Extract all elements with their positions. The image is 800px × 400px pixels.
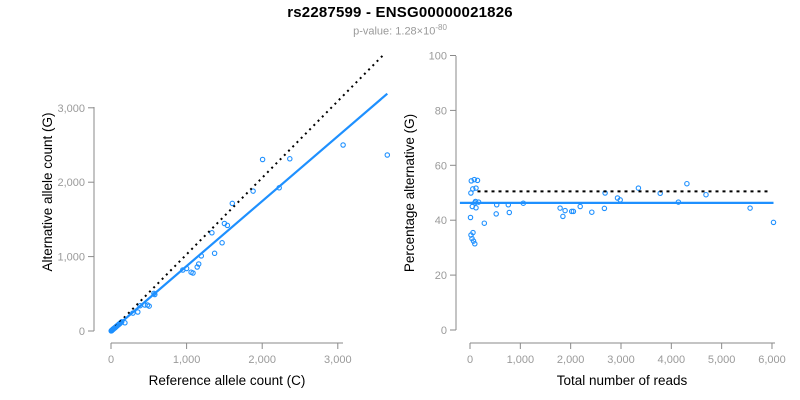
p-value-text: p-value: 1.28×10 [353, 25, 436, 38]
allele-counts-plot: 0 1,000 2,000 3,000 0 1,000 2,000 3,000 Referenc… [40, 54, 391, 388]
x-tick-label: 0 [108, 354, 114, 366]
data-point [472, 241, 478, 247]
data-point [635, 185, 642, 191]
x-tick-label: 0 [467, 354, 473, 366]
data-point [384, 152, 391, 158]
y-tick-label: 60 [435, 160, 447, 172]
data-point [562, 207, 568, 214]
data-point [468, 178, 475, 184]
x-tick-label: 2,000 [557, 354, 585, 366]
data-point [703, 191, 709, 198]
data-point [577, 203, 583, 210]
data-point [135, 309, 141, 315]
x-tick-label: 5,000 [708, 354, 736, 366]
data-point [195, 261, 202, 267]
data-point [219, 240, 225, 246]
data-point [470, 229, 476, 236]
y-tick-label: 100 [429, 51, 447, 63]
x-tick-label: 3,000 [324, 354, 352, 366]
y-tick-label: 40 [435, 215, 447, 227]
data-point [684, 180, 690, 187]
data-point [190, 270, 196, 276]
y-tick-label: 20 [435, 270, 447, 282]
data-point [473, 185, 479, 191]
y-axis-title: Alternative allele count (G) [40, 112, 55, 271]
data-point [570, 208, 577, 215]
data-point [481, 220, 488, 226]
data-point [473, 205, 479, 211]
regression-line [110, 92, 389, 332]
data-point [340, 142, 346, 148]
data-point [568, 208, 575, 215]
data-point [468, 190, 474, 196]
data-point [250, 188, 256, 194]
data-point [259, 156, 266, 163]
y-tick-label: 1,000 [57, 252, 85, 264]
data-point [146, 303, 152, 309]
y-tick-label: 0 [79, 326, 85, 338]
y-axis-title: Percentage alternative (G) [402, 114, 417, 272]
data-point [601, 205, 608, 212]
x-tick-label: 2,000 [248, 354, 276, 366]
data-point [470, 238, 477, 244]
x-tick-label: 3,000 [607, 354, 635, 366]
data-point [747, 205, 753, 211]
y-tick-label: 3,000 [57, 103, 85, 115]
x-tick-label: 1,000 [507, 354, 535, 366]
data-point [471, 176, 478, 183]
data-point [560, 213, 566, 220]
data-point [557, 205, 563, 211]
data-point [209, 230, 215, 236]
y-tick-label: 0 [441, 325, 447, 337]
data-point [493, 211, 499, 217]
x-tick-label: 6,000 [758, 354, 786, 366]
data-point [506, 209, 513, 216]
data-point [467, 214, 474, 221]
figure-title: rs2287599 - ENSG00000021826 [287, 4, 513, 21]
data-point [122, 320, 128, 326]
identity-line [114, 54, 384, 328]
data-point [229, 200, 236, 207]
data-point [474, 177, 481, 184]
data-point [211, 250, 218, 257]
x-axis-title: Total number of reads [557, 373, 688, 388]
x-tick-label: 4,000 [658, 354, 686, 366]
percentage-alternative-plot: 0 20 40 60 80 100 0 1,000 2,000 3,000 4,000 5,000 6,… [402, 51, 786, 389]
x-axis-title: Reference allele count (C) [149, 373, 306, 388]
data-point [224, 222, 231, 229]
data-point [287, 156, 293, 162]
p-value-exponent: -80 [435, 23, 447, 32]
data-point [194, 264, 200, 270]
y-tick-label: 2,000 [57, 177, 85, 189]
y-tick-label: 80 [435, 105, 447, 117]
p-value-subtitle: p-value: 1.28×10-80 [0, 23, 800, 38]
data-point [589, 209, 595, 215]
x-tick-label: 1,000 [173, 354, 201, 366]
data-point [770, 219, 777, 226]
